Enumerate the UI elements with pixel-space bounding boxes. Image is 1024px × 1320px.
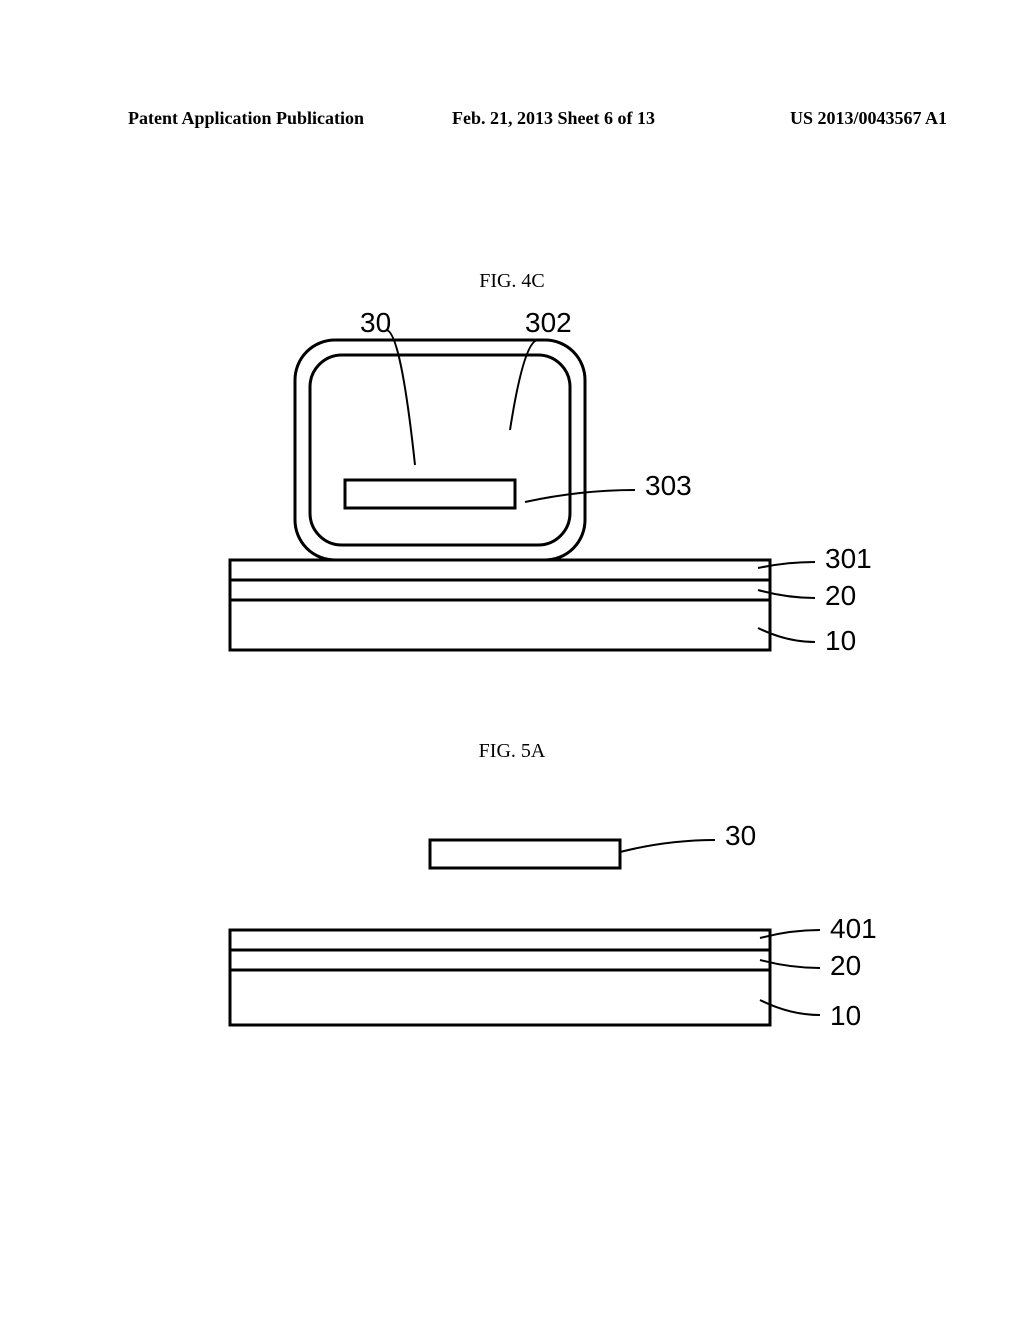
svg-text:401: 401: [830, 913, 877, 944]
fig5a-diagram: 30 401 20 10: [170, 800, 930, 1080]
svg-text:302: 302: [525, 310, 572, 338]
fig5a-label: FIG. 5A: [462, 740, 562, 763]
svg-text:30: 30: [360, 310, 391, 338]
header-right: US 2013/0043567 A1: [790, 108, 947, 129]
svg-text:20: 20: [825, 580, 856, 611]
svg-text:30: 30: [725, 820, 756, 851]
header-mid: Feb. 21, 2013 Sheet 6 of 13: [452, 108, 655, 129]
fig4c-diagram: 30 302 303 301 20 10: [170, 310, 930, 670]
svg-text:10: 10: [830, 1000, 861, 1031]
header-left: Patent Application Publication: [128, 108, 364, 129]
page: Patent Application Publication Feb. 21, …: [0, 0, 1024, 1320]
fig4c-label: FIG. 4C: [462, 270, 562, 293]
svg-text:10: 10: [825, 625, 856, 656]
svg-text:20: 20: [830, 950, 861, 981]
svg-text:303: 303: [645, 470, 692, 501]
svg-text:301: 301: [825, 543, 872, 574]
